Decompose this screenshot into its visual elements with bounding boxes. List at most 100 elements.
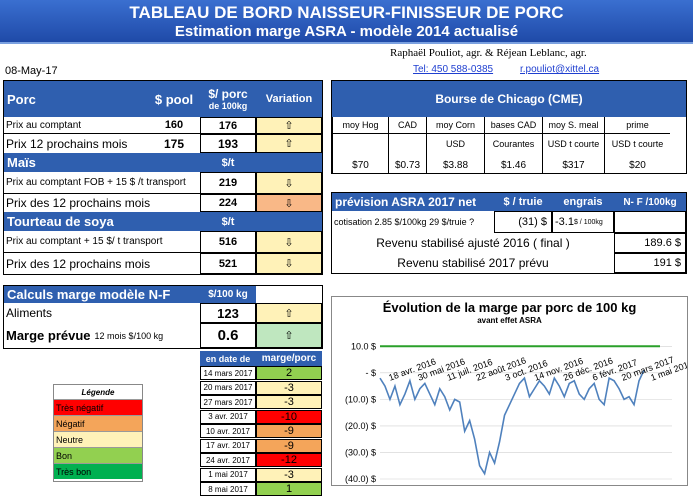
cme-value: $317 xyxy=(542,154,604,173)
dashboard-title: TABLEAU DE BORD NAISSEUR-FINISSEUR DE PO… xyxy=(0,0,693,44)
asra-col-engrais: engrais xyxy=(552,193,614,211)
porc-row-pool: 175 xyxy=(163,136,185,151)
porc-header: Porc xyxy=(4,81,148,117)
aliments-value: 123 xyxy=(200,303,256,323)
report-date: 08-May-17 xyxy=(5,65,58,77)
cme-unit: USD t courte xyxy=(542,134,604,154)
history-marge: -9 xyxy=(256,424,322,438)
cme-unit xyxy=(332,134,388,154)
soya-row-label: Prix des 12 prochains mois xyxy=(6,256,151,271)
arrow-down-icon: ⇩ xyxy=(256,194,322,212)
history-col-marge: marge/porc xyxy=(261,353,317,364)
mais-header: Maïs xyxy=(4,153,200,172)
asra-col-nf: N- F /100kg xyxy=(614,193,686,211)
arrow-up-icon: ⇧ xyxy=(256,134,322,153)
asra-header: prévision ASRA 2017 net xyxy=(332,193,494,211)
cme-panel xyxy=(331,80,687,174)
cotisation-label: cotisation 2.85 $/100kg 29 $/truie ? xyxy=(334,217,475,227)
mais-row-value: 219 xyxy=(200,172,256,194)
email-link[interactable]: r.pouliot@xittel.ca xyxy=(520,64,600,75)
aliments-label: Aliments xyxy=(6,306,53,320)
margin-chart: Évolution de la marge par porc de 100 kg… xyxy=(331,296,688,486)
rev2016-label: Revenu stabilisé ajusté 2016 ( final ) xyxy=(376,236,570,250)
asra-panel xyxy=(331,192,687,274)
series-line-marge xyxy=(379,369,645,476)
cme-value: $3.88 xyxy=(426,154,484,173)
cme-unit xyxy=(388,134,426,154)
y-tick-label: - $ xyxy=(365,368,376,378)
history-date: 10 avr. 2017 xyxy=(200,424,256,438)
porc-col-pool: $ pool xyxy=(148,81,200,117)
marge-label: Marge prévue 12 mois $/100 kg xyxy=(6,328,164,343)
chart-title: Évolution de la marge par porc de 100 kg xyxy=(382,300,637,315)
cme-col-header: moy S. meal xyxy=(542,117,604,134)
arrow-up-icon: ⇧ xyxy=(256,323,322,348)
calc-header: Calculs marge modèle N-F xyxy=(4,286,200,303)
porc-row-label: Prix au comptant xyxy=(4,117,148,134)
cme-col-header: moy Corn xyxy=(426,117,484,134)
mais-row-value: 224 xyxy=(200,194,256,212)
cme-unit: USD t courte xyxy=(604,134,670,154)
history-date: 24 avr. 2017 xyxy=(200,453,256,467)
title-line1: TABLEAU DE BORD NAISSEUR-FINISSEUR DE PO… xyxy=(129,3,564,22)
title-line2: Estimation marge ASRA - modèle 2014 actu… xyxy=(174,23,519,40)
history-date: 27 mars 2017 xyxy=(200,395,256,409)
soya-row-label: Prix au comptant + 15 $/ t transport xyxy=(4,231,200,253)
history-date: 3 avr. 2017 xyxy=(200,409,256,424)
cme-col-header: prime xyxy=(604,117,670,134)
legend-item: Négatif xyxy=(54,415,142,431)
asra-col-truie: $ / truie xyxy=(494,193,552,211)
legend-item: Bon xyxy=(54,447,142,463)
history-marge: -3 xyxy=(256,467,322,482)
porc-row-label: Prix 12 prochains mois xyxy=(6,136,128,151)
y-tick-label: (20.0) $ xyxy=(345,421,376,431)
porc-row-100kg: 176 xyxy=(200,117,256,134)
rev2017-value: 191 $ xyxy=(614,253,686,273)
history-marge: -3 xyxy=(256,395,322,409)
history-date: 14 mars 2017 xyxy=(200,366,256,380)
history-date: 20 mars 2017 xyxy=(200,380,256,395)
history-date: 8 mai 2017 xyxy=(200,482,256,496)
legend-item: Très bon xyxy=(54,463,142,479)
history-marge: -9 xyxy=(256,438,322,453)
cotisation-value: (31) $ xyxy=(494,211,552,233)
history-marge: 1 xyxy=(256,482,322,496)
history-col-date: en date de xyxy=(205,353,251,364)
cme-unit: Courantes xyxy=(484,134,542,154)
cme-value: $1.46 xyxy=(484,154,542,173)
cme-col-header: moy Hog xyxy=(332,117,388,134)
cme-value: $0.73 xyxy=(388,154,426,173)
prices-panel xyxy=(3,80,323,275)
arrow-up-icon: ⇧ xyxy=(256,303,322,323)
cme-unit: USD xyxy=(426,134,484,154)
history-date: 1 mai 2017 xyxy=(200,467,256,482)
nf-empty xyxy=(614,211,686,233)
history-header-bg xyxy=(200,351,322,366)
history-marge: -10 xyxy=(256,409,322,424)
soya-header: Tourteau de soya xyxy=(4,212,200,231)
porc-row-100kg: 193 xyxy=(200,134,256,153)
mais-header-fill xyxy=(256,153,322,172)
calc-panel xyxy=(3,285,323,349)
phone-link[interactable]: Tel: 450 588-0385 xyxy=(413,64,494,75)
mais-unit: $/t xyxy=(200,153,256,172)
legend-title: Légende xyxy=(81,387,115,397)
cme-col-header: bases CAD xyxy=(484,117,542,134)
soya-row-value: 521 xyxy=(200,253,256,274)
legend-item: Très négatif xyxy=(54,399,142,415)
mais-row-label: Prix au comptant FOB + 15 $ /t transport xyxy=(4,172,200,194)
rev2017-label: Revenu stabilisé 2017 prévu xyxy=(397,256,549,270)
soya-row-value: 516 xyxy=(200,231,256,253)
arrow-up-icon: ⇧ xyxy=(256,117,322,134)
cme-col-header: CAD xyxy=(388,117,426,134)
calc-unit: $/100 kg xyxy=(200,286,256,303)
y-tick-label: 10.0 $ xyxy=(351,341,376,351)
marge-value: 0.6 xyxy=(200,323,256,348)
history-marge: -12 xyxy=(256,453,322,467)
chart-svg: 10.0 $ - $ (10.0) $ (20.0) $ (30.0) $ (40.0) … xyxy=(345,341,687,484)
porc-row-pool: 160 xyxy=(148,117,200,134)
porc-col-100kg: $/ porc de 100kg xyxy=(200,81,256,117)
arrow-down-icon: ⇩ xyxy=(256,253,322,274)
y-tick-label: (10.0) $ xyxy=(345,394,376,404)
engrais-value: -3.1 $ / 100kg xyxy=(552,211,614,233)
